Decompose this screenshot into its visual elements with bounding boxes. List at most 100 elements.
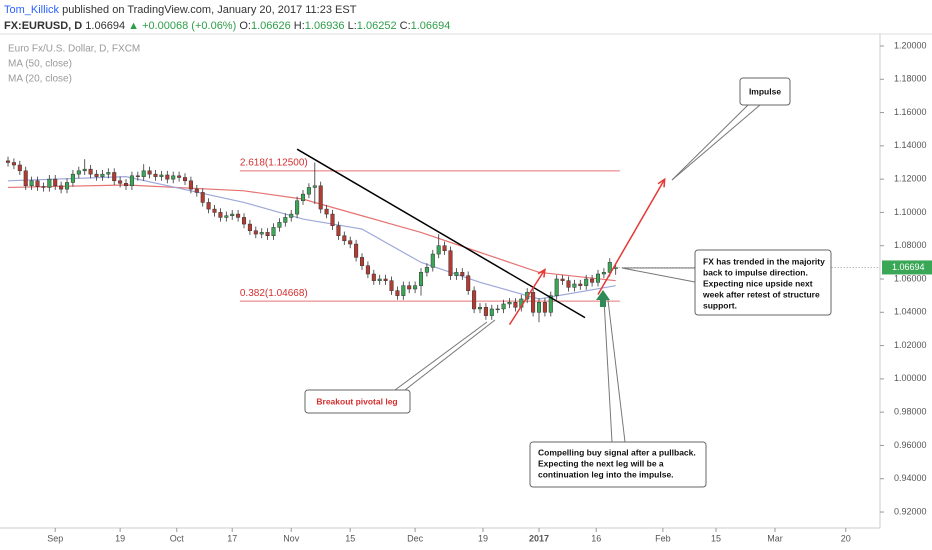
- ohlc: C:: [399, 20, 411, 32]
- candle-body: [212, 208, 217, 213]
- callout-text: support.: [703, 300, 737, 310]
- candle-body: [324, 208, 329, 215]
- candle-body: [141, 170, 146, 177]
- candle-body: [306, 187, 311, 195]
- author[interactable]: Tom_Killick: [4, 4, 60, 16]
- candle-body: [135, 175, 140, 177]
- fib-label: 0.382(1.04668): [240, 288, 308, 299]
- y-tick-label: 1.16000: [894, 107, 927, 117]
- callout-text: Expecting nice upside next: [703, 278, 813, 288]
- candle-body: [277, 222, 282, 228]
- candle-body: [495, 308, 500, 311]
- candle-body: [342, 235, 347, 241]
- callout-text: week after retest of structure: [702, 289, 820, 299]
- trendline: [296, 148, 586, 319]
- x-tick-label: 19: [478, 533, 488, 543]
- candle-body: [595, 273, 601, 283]
- callout-line: [621, 267, 696, 283]
- candle-body: [401, 285, 406, 296]
- callout-breakout: Breakout pivotal leg: [304, 319, 496, 414]
- callout-line: [671, 104, 749, 181]
- y-tick-label: 1.00000: [894, 373, 927, 383]
- candle-body: [542, 302, 547, 313]
- candle-body: [182, 177, 188, 182]
- callout-line: [404, 319, 496, 391]
- candle-body: [271, 227, 276, 236]
- candle-body: [607, 262, 612, 273]
- callout-box: [694, 249, 832, 316]
- callout-box: [304, 389, 411, 414]
- candle-body: [188, 180, 193, 190]
- candle-body: [283, 217, 288, 223]
- candle-body: [413, 285, 418, 290]
- header: Tom_Killick published on TradingView.com…: [4, 2, 450, 34]
- candle-body: [253, 230, 258, 235]
- candle-body: [123, 183, 129, 187]
- candle-body: [247, 223, 252, 231]
- candle-body: [460, 272, 465, 276]
- callout-box: [739, 77, 791, 106]
- plot: 1.20000 1.18000 1.16000 1.14000 1.12000 1.100…: [6, 40, 932, 543]
- ohlc: O:: [239, 20, 251, 32]
- candle-body: [483, 307, 488, 316]
- candle-body: [489, 308, 494, 316]
- x-tick-label: Dec: [407, 533, 424, 543]
- y-tick-label: 1.12000: [894, 174, 927, 184]
- callout-text: FX has trended in the majority: [703, 256, 825, 266]
- candle-body: [312, 185, 317, 188]
- callout-line: [607, 299, 626, 443]
- candle-body: [578, 283, 583, 286]
- candle-body: [200, 192, 205, 203]
- legend-symbol: Euro Fx/U.S. Dollar, D, FXCM: [8, 44, 140, 55]
- moving-average: [8, 176, 616, 300]
- candle-body: [477, 307, 483, 310]
- candle-body: [590, 278, 595, 283]
- candle-body: [112, 172, 117, 182]
- callout-fx: FX has trended in the majority back to i…: [621, 249, 832, 316]
- callout-line: [671, 104, 761, 181]
- candle-body: [82, 168, 87, 172]
- y-tick-label: 1.10000: [894, 207, 927, 217]
- candle-body: [584, 278, 589, 286]
- candle-body: [430, 253, 435, 268]
- candle-body: [424, 267, 429, 273]
- symbol: FX:EURUSD, D: [4, 20, 83, 32]
- candle-body: [171, 175, 176, 180]
- candle-body: [70, 173, 75, 183]
- candle-body: [336, 225, 341, 236]
- candle-body: [448, 250, 453, 276]
- legend-entry: MA (50, close): [8, 59, 72, 70]
- ohlc-value: 1.06626: [250, 20, 291, 32]
- y-tick-label: 1.08000: [894, 240, 927, 250]
- candle-body: [159, 174, 164, 177]
- last-price-box: [882, 260, 932, 275]
- y-tick-label: 1.06000: [894, 273, 927, 283]
- candle-body: [129, 175, 134, 187]
- candle-body: [65, 182, 70, 190]
- candle-body: [206, 202, 211, 210]
- fib-label: 2.618(1.12500): [240, 157, 308, 168]
- ohlc: H:: [293, 20, 305, 32]
- callout-text: Compelling buy signal after a pullback.: [538, 447, 696, 457]
- candle-body: [236, 213, 241, 218]
- candle-body: [295, 200, 300, 215]
- y-tick-label: 1.14000: [894, 140, 927, 150]
- candle-body: [354, 243, 359, 258]
- candle-body: [59, 185, 64, 190]
- candle-body: [259, 232, 264, 235]
- candle-body: [194, 188, 199, 193]
- quote-line: FX:EURUSD, D 1.06694 ▲ +0.00068 (+0.06%)…: [4, 18, 450, 34]
- candle-body: [554, 278, 559, 296]
- x-tick-label: Oct: [170, 533, 185, 543]
- candle-body: [442, 245, 447, 251]
- candle-body: [76, 170, 81, 175]
- candle-body: [47, 178, 52, 188]
- callout-text: Expecting the next leg will be a: [538, 458, 664, 468]
- candle-body: [23, 170, 28, 187]
- candle-body: [389, 280, 394, 291]
- callout-text: continuation leg into the impulse.: [538, 469, 674, 479]
- candle-body: [560, 278, 565, 281]
- candle-body: [218, 212, 223, 218]
- ohlc-value: 1.06252: [356, 20, 397, 32]
